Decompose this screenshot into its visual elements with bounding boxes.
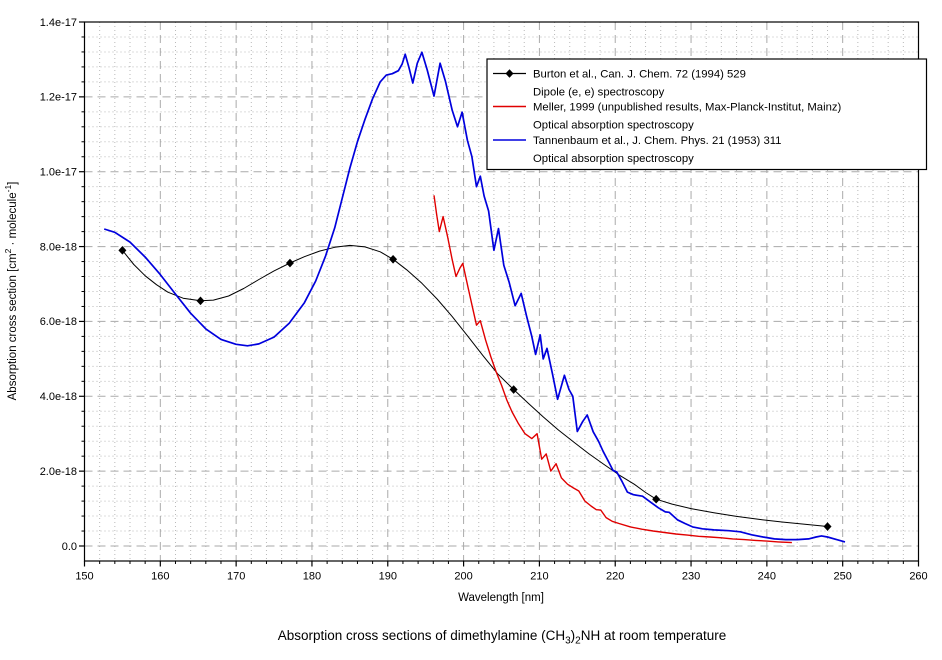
y-tick-label: 1.4e-17: [40, 17, 77, 29]
x-tick-label: 150: [75, 571, 93, 583]
series-burton-marker: [196, 296, 205, 306]
legend-box: Burton et al., Can. J. Chem. 72 (1994) 5…: [486, 58, 928, 171]
series-burton-marker: [285, 258, 294, 268]
legend-frame: [486, 58, 928, 171]
y-tick-label: 8.0e-18: [40, 241, 77, 253]
legend-entry-meller-line1: Meller, 1999 (unpublished results, Max-P…: [533, 102, 842, 114]
x-tick-label: 200: [454, 571, 472, 583]
legend-entry-meller-line2: Optical absorption spectroscopy: [533, 120, 694, 132]
y-tick-label: 4.0e-18: [40, 391, 77, 403]
legend-entry-burton-line1: Burton et al., Can. J. Chem. 72 (1994) 5…: [533, 69, 746, 81]
x-tick-label: 190: [379, 571, 397, 583]
series-tannenbaum-line: [103, 51, 846, 543]
legend-entry-tannenbaum-line2: Optical absorption spectroscopy: [533, 153, 694, 165]
plot-border: [83, 21, 920, 562]
x-tick-label: 180: [303, 571, 321, 583]
x-tick-label: 220: [606, 571, 624, 583]
x-tick-label: 210: [530, 571, 548, 583]
series-burton-marker: [823, 522, 832, 531]
legend-entry-burton-line2: Dipole (e, e) spectroscopy: [533, 87, 665, 99]
x-tick-label: 160: [151, 571, 169, 583]
series-burton-line: [122, 244, 828, 527]
series-burton-marker: [509, 385, 518, 394]
y-axis-label: Absorption cross section [cm2 · molecule…: [3, 182, 19, 401]
series-meller-line: [433, 195, 792, 544]
y-tick-label: 6.0e-18: [40, 316, 77, 328]
y-tick-label: 1.0e-17: [40, 167, 77, 179]
x-axis-label: Wavelength [nm]: [458, 592, 544, 604]
series-burton-marker: [389, 254, 398, 264]
x-tick-label: 260: [909, 571, 927, 583]
y-tick-label: 2.0e-18: [40, 466, 77, 478]
y-tick-label: 0.0: [62, 541, 77, 553]
x-tick-label: 230: [682, 571, 700, 583]
legend-sample-marker: [505, 69, 514, 78]
chart-canvas: 150 160 170 180 190 200 210 220 230 240 250 260 0.0 2…: [3, 17, 928, 604]
x-tick-label: 250: [834, 571, 852, 583]
legend-samples: [493, 69, 526, 141]
x-tick-label: 170: [227, 571, 245, 583]
plot-area: 150 160 170 180 190 200 210 220 230 240 250 260 0.0 2…: [40, 17, 928, 583]
series-burton-marker: [652, 494, 661, 504]
y-tick-label: 1.2e-17: [40, 92, 77, 104]
x-tick-label: 240: [758, 571, 776, 583]
chart-caption: Absorption cross sections of dimethylami…: [277, 628, 727, 647]
series-burton-marker: [118, 246, 127, 255]
legend-entry-tannenbaum-line1: Tannenbaum et al., J. Chem. Phys. 21 (19…: [533, 135, 781, 147]
